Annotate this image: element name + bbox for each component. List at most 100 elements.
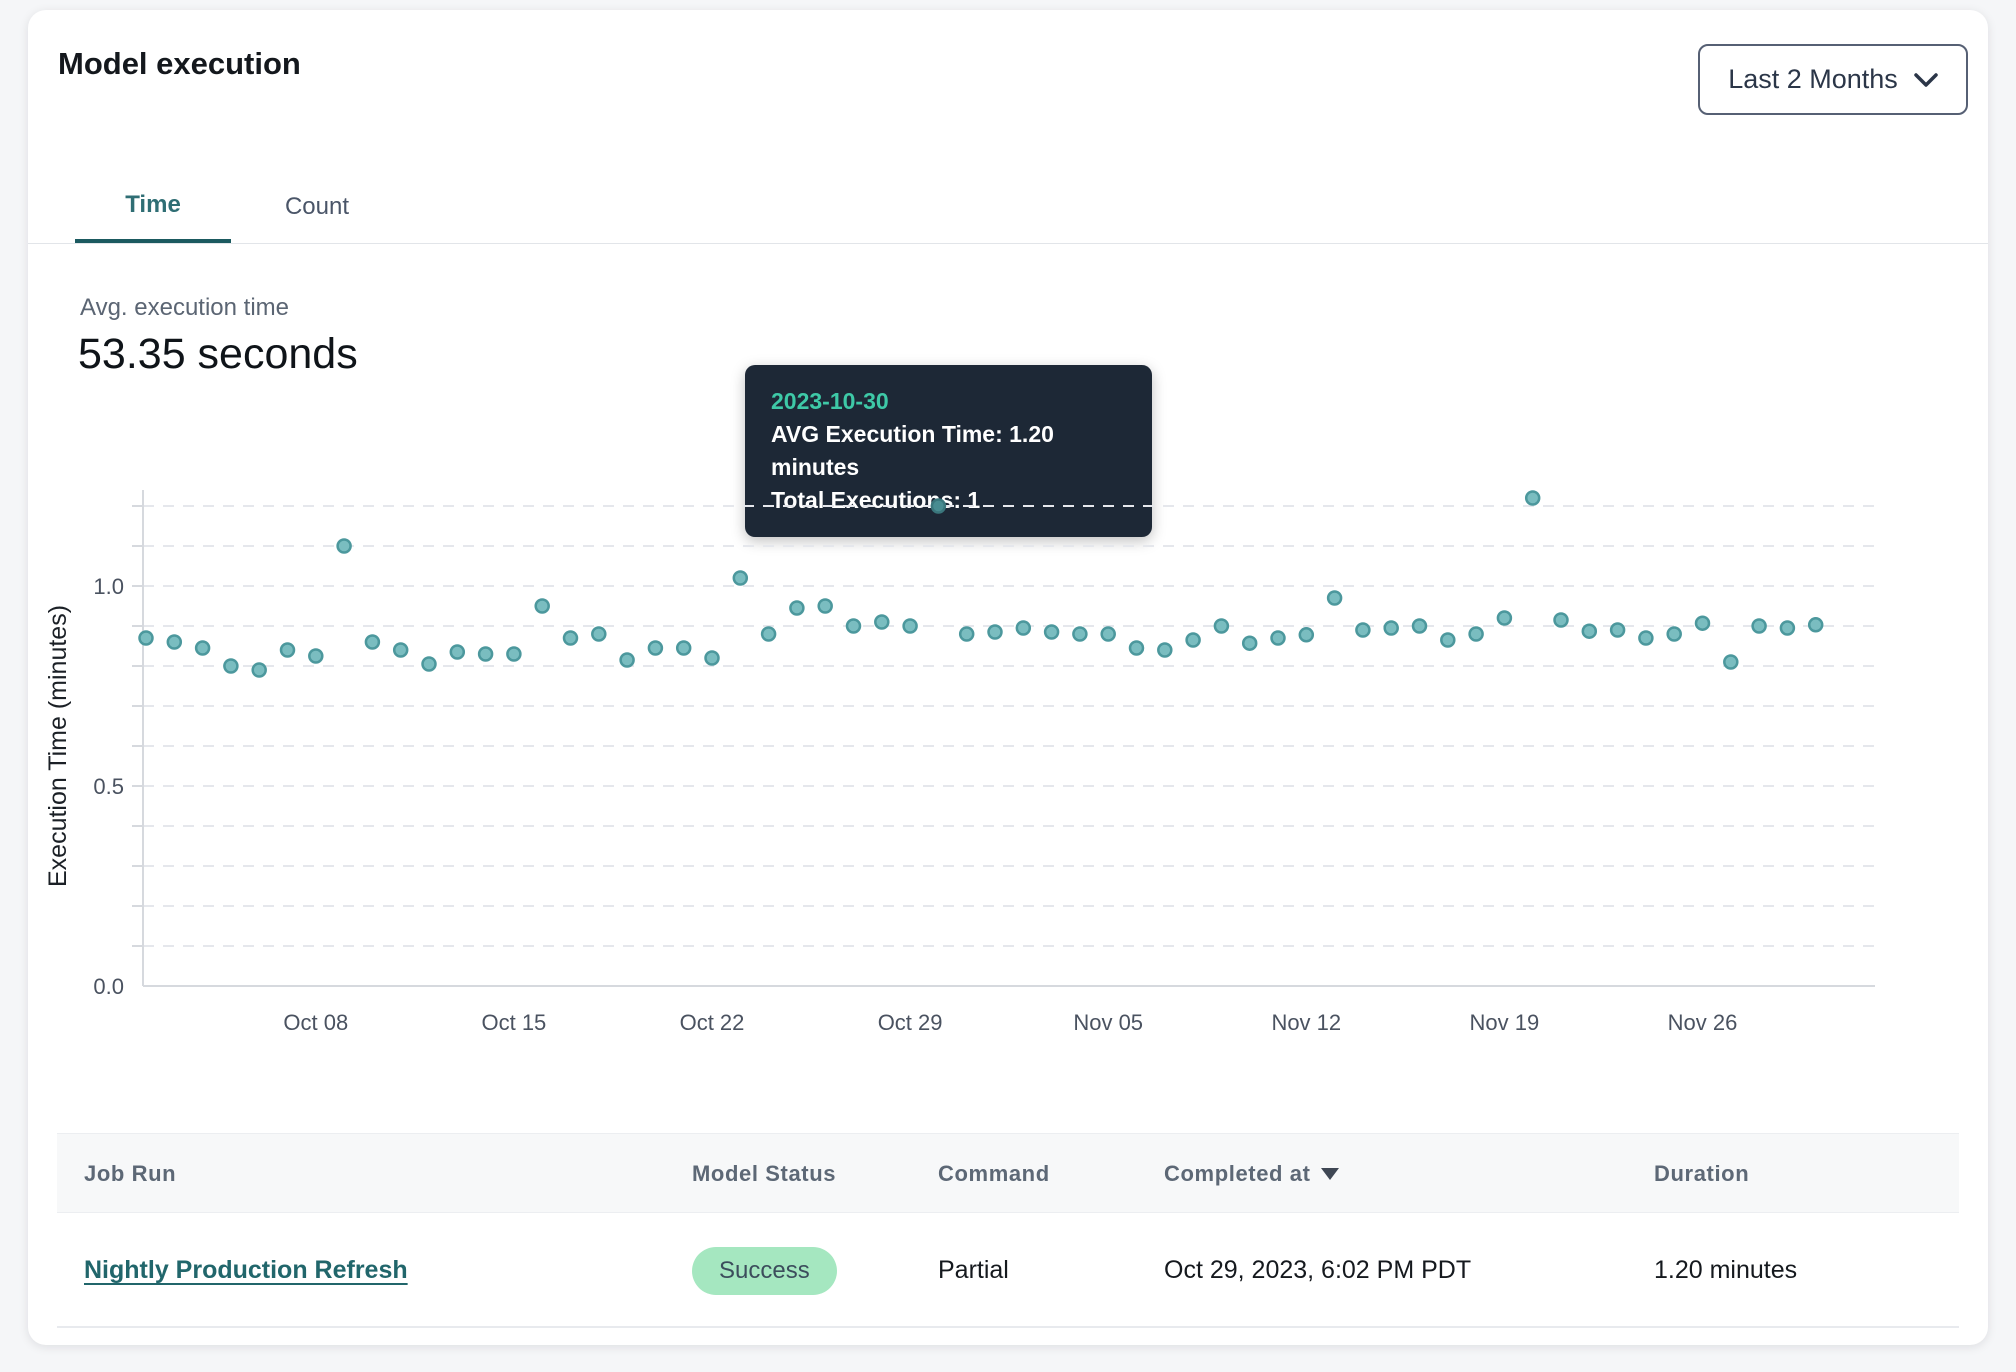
data-point[interactable] xyxy=(364,634,381,650)
data-point[interactable] xyxy=(1638,630,1654,646)
column-header-command: Command xyxy=(938,1161,1050,1186)
column-header-model-status: Model Status xyxy=(692,1161,837,1186)
data-point[interactable] xyxy=(223,658,239,674)
data-point-highlighted[interactable] xyxy=(930,498,947,514)
data-point[interactable] xyxy=(336,538,352,554)
page-title: Model execution xyxy=(58,46,301,81)
completed-at-cell: Oct 29, 2023, 6:02 PM PDT xyxy=(1164,1256,1472,1284)
data-point[interactable] xyxy=(421,656,437,672)
chevron-down-icon xyxy=(1914,72,1938,87)
tooltip-date: 2023-10-30 xyxy=(771,388,889,414)
data-point[interactable] xyxy=(279,642,296,658)
data-point[interactable] xyxy=(1128,640,1145,656)
data-point[interactable] xyxy=(506,646,522,662)
data-point[interactable] xyxy=(958,626,975,642)
data-point[interactable] xyxy=(1241,635,1258,651)
data-point[interactable] xyxy=(619,652,635,668)
data-point[interactable] xyxy=(675,640,692,656)
data-point[interactable] xyxy=(1411,618,1428,634)
date-range-selector[interactable]: Last 2 Months xyxy=(1698,44,1968,115)
completed-at-label: Completed at xyxy=(1164,1161,1311,1186)
data-point[interactable] xyxy=(647,640,664,656)
data-point[interactable] xyxy=(1157,642,1173,658)
data-point[interactable] xyxy=(1440,632,1456,648)
data-point[interactable] xyxy=(845,618,862,634)
data-point[interactable] xyxy=(902,618,918,634)
x-axis-tick-label: Nov 05 xyxy=(1073,1010,1143,1035)
job-run-link[interactable]: Nightly Production Refresh xyxy=(84,1256,408,1284)
avg-execution-time-label: Avg. execution time xyxy=(80,294,290,321)
sort-desc-icon xyxy=(1320,1168,1339,1180)
duration-cell: 1.20 minutes xyxy=(1654,1256,1798,1284)
command-cell: Partial xyxy=(938,1256,1009,1284)
column-header-completed-at[interactable]: Completed at xyxy=(1164,1134,1339,1214)
data-point[interactable] xyxy=(817,598,833,614)
data-point[interactable] xyxy=(591,626,607,642)
data-point[interactable] xyxy=(874,614,890,630)
x-axis-tick-label: Oct 29 xyxy=(878,1010,943,1035)
column-header-job-run: Job Run xyxy=(84,1161,177,1186)
scatter-plot[interactable]: 0.0 0.5 1.0 Oct 08 Oct 15 Oct 22 Oct 29 Nov 05 N… xyxy=(28,470,1928,1045)
data-point[interactable] xyxy=(1666,626,1682,642)
data-point[interactable] xyxy=(1100,626,1116,642)
data-point[interactable] xyxy=(449,644,466,660)
table-row: Nightly Production Refresh Success Parti… xyxy=(57,1213,1959,1328)
y-axis-title: Execution Time (minutes) xyxy=(44,605,72,887)
x-axis-tick-label: Oct 15 xyxy=(481,1010,546,1035)
data-point[interactable] xyxy=(392,642,409,658)
data-point[interactable] xyxy=(194,640,211,656)
data-point[interactable] xyxy=(987,624,1003,640)
data-point[interactable] xyxy=(1072,626,1088,642)
data-point[interactable] xyxy=(1298,627,1315,643)
tab-count[interactable]: Count xyxy=(284,192,350,220)
data-point[interactable] xyxy=(789,600,805,616)
data-point[interactable] xyxy=(1326,590,1343,606)
model-execution-card: Model execution Last 2 Months Time Count… xyxy=(28,10,1988,1345)
data-point[interactable] xyxy=(1043,624,1060,640)
data-point[interactable] xyxy=(1553,612,1569,628)
chart-tooltip: 2023-10-30 AVG Execution Time: 1.20 minu… xyxy=(745,365,1152,537)
data-point[interactable] xyxy=(308,648,324,664)
data-point[interactable] xyxy=(1694,615,1711,631)
data-point[interactable] xyxy=(1751,618,1767,634)
execution-time-chart[interactable]: 0.0 0.5 1.0 Oct 08 Oct 15 Oct 22 Oct 29 Nov 05 N… xyxy=(28,470,1928,1045)
data-point[interactable] xyxy=(1581,623,1598,639)
data-point[interactable] xyxy=(477,646,494,662)
avg-execution-time-value: 53.35 seconds xyxy=(78,330,358,378)
data-point[interactable] xyxy=(1355,622,1371,638)
tab-time[interactable]: Time xyxy=(75,170,231,243)
y-axis-tick-label: 1.0 xyxy=(93,574,124,599)
data-point[interactable] xyxy=(704,650,720,666)
column-header-duration: Duration xyxy=(1654,1161,1750,1186)
table-header: Job Run Model Status Command Completed a… xyxy=(57,1133,1959,1213)
x-axis-tick-label: Nov 12 xyxy=(1271,1010,1341,1035)
chart-tabs: Time Count xyxy=(28,170,1988,244)
data-point[interactable] xyxy=(251,662,267,678)
data-point[interactable] xyxy=(1807,617,1824,633)
data-point[interactable] xyxy=(732,570,749,586)
data-point[interactable] xyxy=(1185,632,1201,648)
x-axis-tick-label: Oct 08 xyxy=(283,1010,348,1035)
data-point[interactable] xyxy=(1468,626,1484,642)
tooltip-avg-execution-time: AVG Execution Time: 1.20 minutes xyxy=(771,421,1054,480)
status-badge: Success xyxy=(692,1246,837,1295)
date-range-value: Last 2 Months xyxy=(1728,64,1898,94)
data-point[interactable] xyxy=(1383,620,1399,636)
data-point[interactable] xyxy=(1779,620,1796,636)
y-axis-tick-label: 0.5 xyxy=(93,774,124,799)
data-point[interactable] xyxy=(166,634,183,650)
data-point[interactable] xyxy=(1270,630,1286,646)
data-point[interactable] xyxy=(562,630,579,646)
x-axis-tick-label: Oct 22 xyxy=(680,1010,745,1035)
data-point[interactable] xyxy=(1524,490,1541,506)
data-point[interactable] xyxy=(1723,654,1739,670)
x-axis-tick-label: Nov 19 xyxy=(1470,1010,1540,1035)
x-axis-tick-label: Nov 26 xyxy=(1668,1010,1738,1035)
data-point[interactable] xyxy=(138,630,154,646)
data-point[interactable] xyxy=(1496,610,1513,626)
data-point[interactable] xyxy=(534,598,550,614)
data-point[interactable] xyxy=(1213,618,1230,634)
data-point[interactable] xyxy=(1015,620,1032,636)
data-point[interactable] xyxy=(1609,622,1626,638)
data-point[interactable] xyxy=(760,626,777,642)
